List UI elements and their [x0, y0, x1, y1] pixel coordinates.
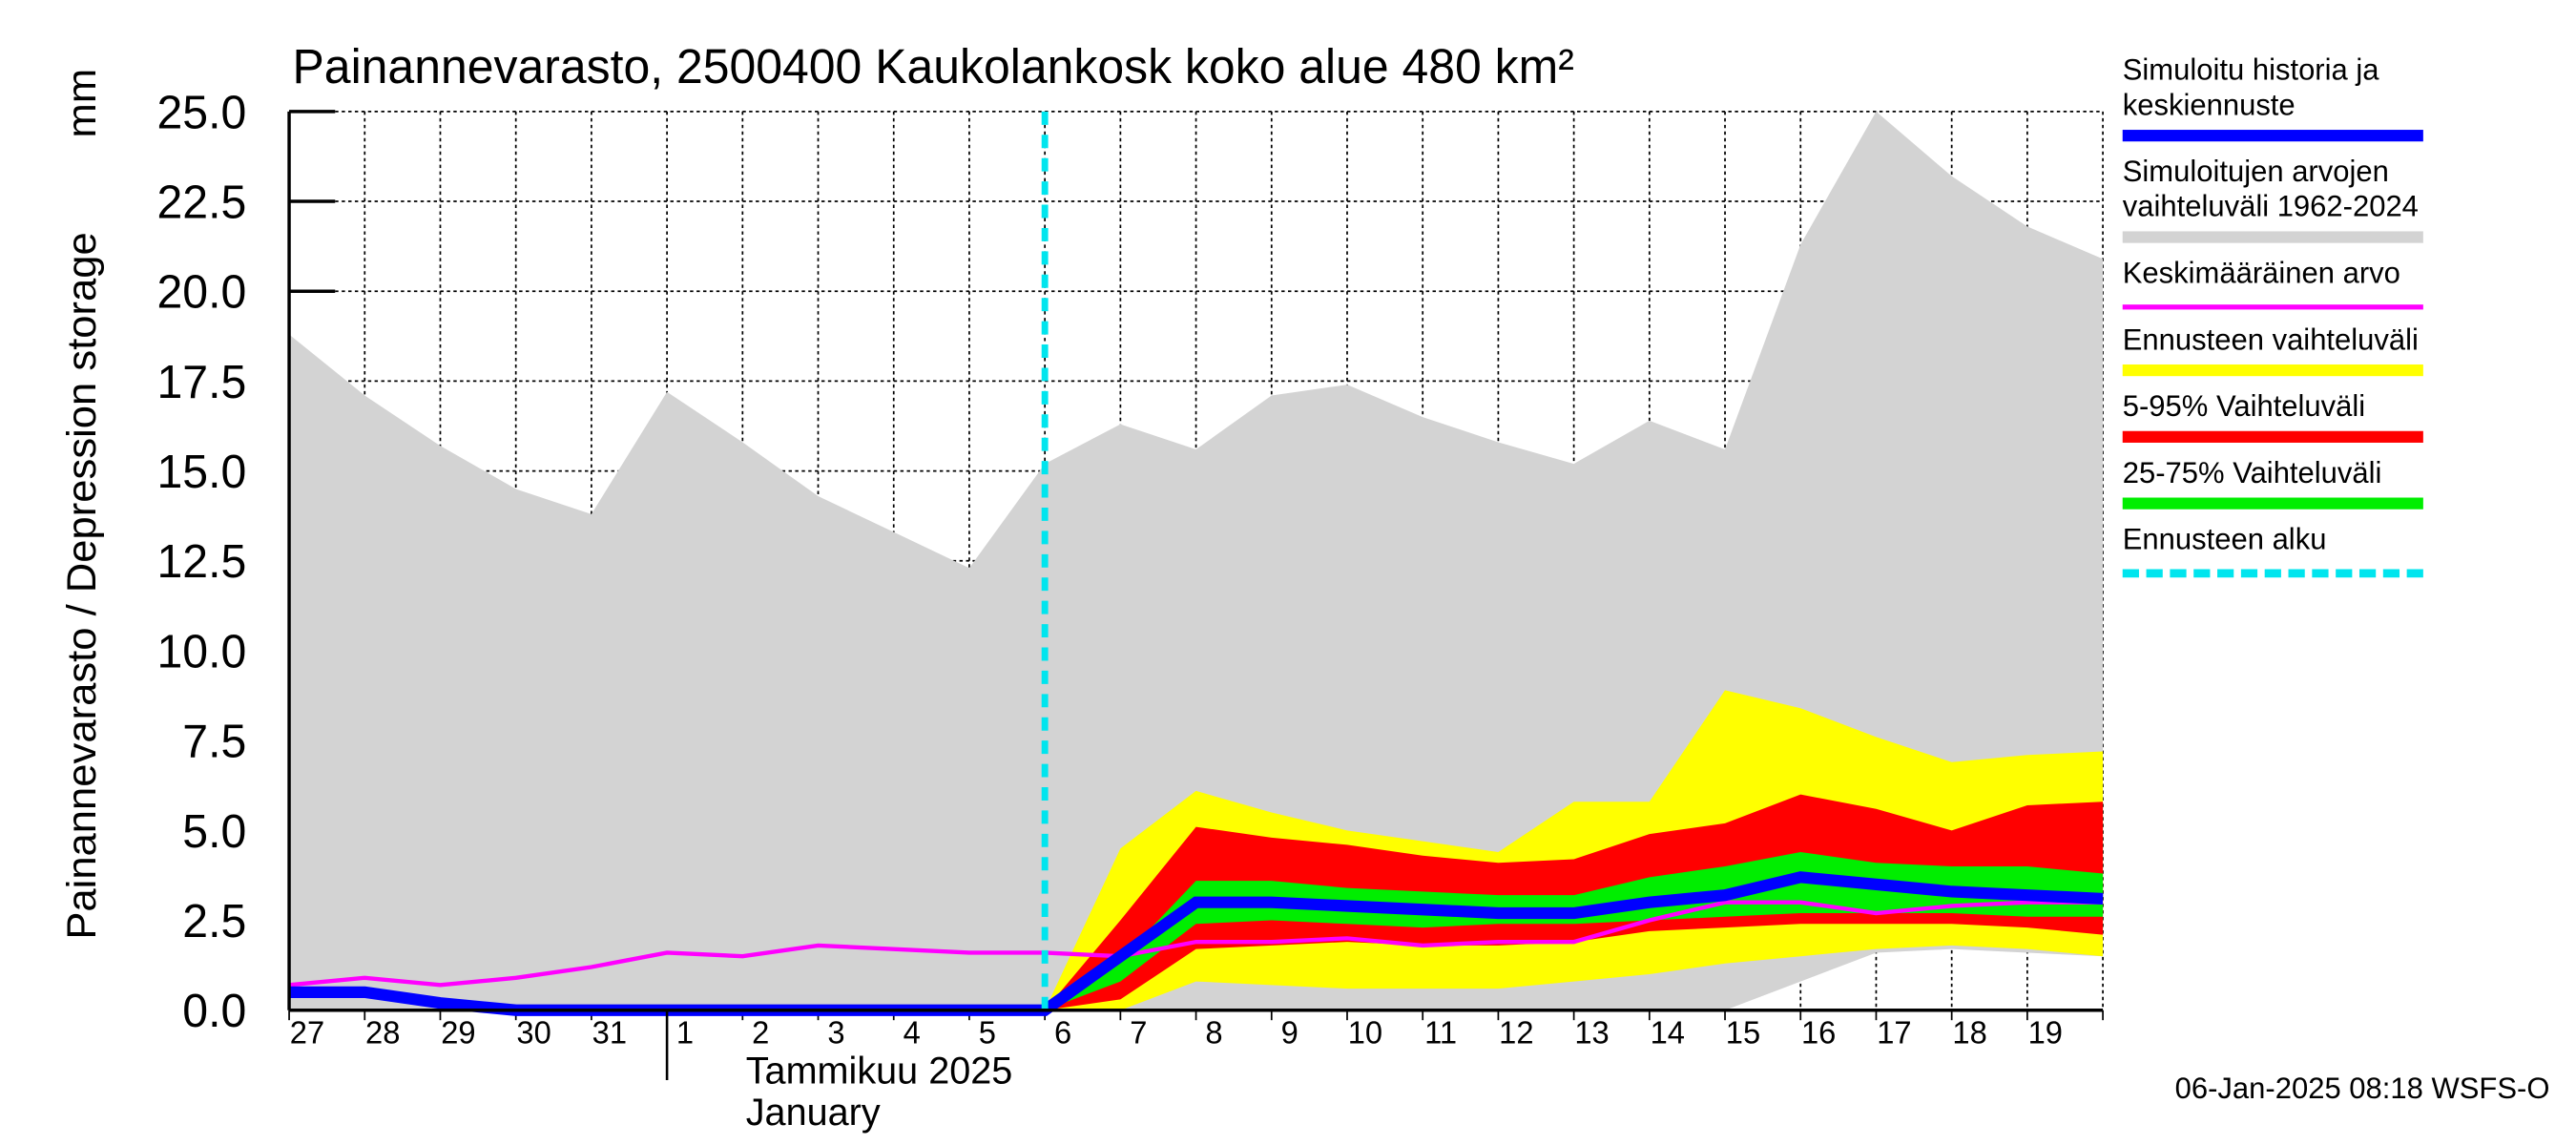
x-tick-label: 16 [1801, 1014, 1836, 1050]
legend-entry: Ennusteen alku [2122, 522, 2451, 578]
legend-swatch [2122, 497, 2423, 510]
legend-entry: 5-95% Vaihteluväli [2122, 389, 2451, 443]
y-tick-label: 12.5 [156, 536, 246, 588]
legend: Simuloitu historia ja keskiennuste Simulo… [2122, 52, 2451, 591]
legend-label: Simuloitu historia ja keskiennuste [2122, 52, 2379, 122]
y-tick-label: 0.0 [182, 986, 246, 1037]
legend-entry: Simuloitu historia ja keskiennuste [2122, 52, 2451, 142]
x-tick-label: 7 [1130, 1014, 1147, 1050]
legend-label: 25-75% Vaihteluväli [2122, 455, 2382, 489]
y-tick-label: 7.5 [182, 716, 246, 767]
legend-label: Keskimääräinen arvo [2122, 256, 2400, 290]
y-tick-label: 17.5 [156, 357, 246, 408]
band [1045, 851, 2104, 1010]
y-tick-label: 5.0 [182, 806, 246, 858]
x-tick-label: 17 [1877, 1014, 1911, 1050]
y-tick-label: 10.0 [156, 626, 246, 677]
legend-label: Ennusteen alku [2122, 522, 2327, 556]
x-tick-label: 29 [441, 1014, 475, 1050]
line [288, 900, 2104, 988]
x-tick-label: 30 [516, 1014, 551, 1050]
legend-label: Ennusteen vaihteluväli [2122, 323, 2419, 357]
x-tick-label: 4 [904, 1014, 921, 1050]
x-tick-label: 2 [752, 1014, 769, 1050]
y-axis-unit: mm [59, 69, 105, 138]
x-tick-label: 18 [1952, 1014, 1986, 1050]
legend-entry: Simuloitujen arvojen vaihteluväli 1962-2… [2122, 155, 2451, 243]
x-tick-label: 27 [290, 1014, 324, 1050]
x-tick-label: 8 [1205, 1014, 1222, 1050]
x-tick-label: 19 [2028, 1014, 2063, 1050]
y-tick-label: 15.0 [156, 447, 246, 498]
legend-swatch [2122, 364, 2423, 377]
x-tick-label: 28 [365, 1014, 400, 1050]
y-axis-label: Painannevarasto / Depression storage [59, 232, 105, 939]
legend-entry: Ennusteen vaihteluväli [2122, 323, 2451, 377]
x-tick-label: 10 [1348, 1014, 1382, 1050]
month-label: January [746, 1092, 881, 1134]
chart-title: Painannevarasto, 2500400 Kaukolankosk ko… [293, 40, 1574, 94]
x-tick-label: 15 [1726, 1014, 1760, 1050]
x-tick-label: 13 [1574, 1014, 1609, 1050]
legend-entry: Keskimääräinen arvo [2122, 256, 2451, 310]
y-tick-label: 2.5 [182, 896, 246, 947]
x-tick-label: 5 [979, 1014, 996, 1050]
legend-swatch [2122, 569, 2423, 578]
x-tick-label: 31 [592, 1014, 627, 1050]
legend-entry: 25-75% Vaihteluväli [2122, 455, 2451, 510]
legend-label: 5-95% Vaihteluväli [2122, 389, 2366, 424]
x-tick-label: 3 [827, 1014, 844, 1050]
legend-swatch [2122, 430, 2423, 443]
y-tick-label: 25.0 [156, 87, 246, 138]
legend-label: Simuloitujen arvojen vaihteluväli 1962-2… [2122, 155, 2419, 223]
x-tick-label: 1 [676, 1014, 694, 1050]
x-tick-label: 12 [1499, 1014, 1533, 1050]
legend-swatch [2122, 304, 2423, 310]
footer: 06-Jan-2025 08:18 WSFS-O [2174, 1072, 2550, 1106]
x-tick-label: 6 [1054, 1014, 1071, 1050]
x-tick-label: 9 [1281, 1014, 1298, 1050]
x-tick-label: 11 [1424, 1014, 1457, 1050]
month-label: Tammikuu 2025 [746, 1050, 1013, 1092]
band [289, 111, 2104, 1010]
legend-swatch [2122, 130, 2423, 142]
x-tick-label: 14 [1651, 1014, 1685, 1050]
y-tick-label: 22.5 [156, 177, 246, 228]
legend-swatch [2122, 231, 2423, 243]
y-tick-label: 20.0 [156, 266, 246, 318]
